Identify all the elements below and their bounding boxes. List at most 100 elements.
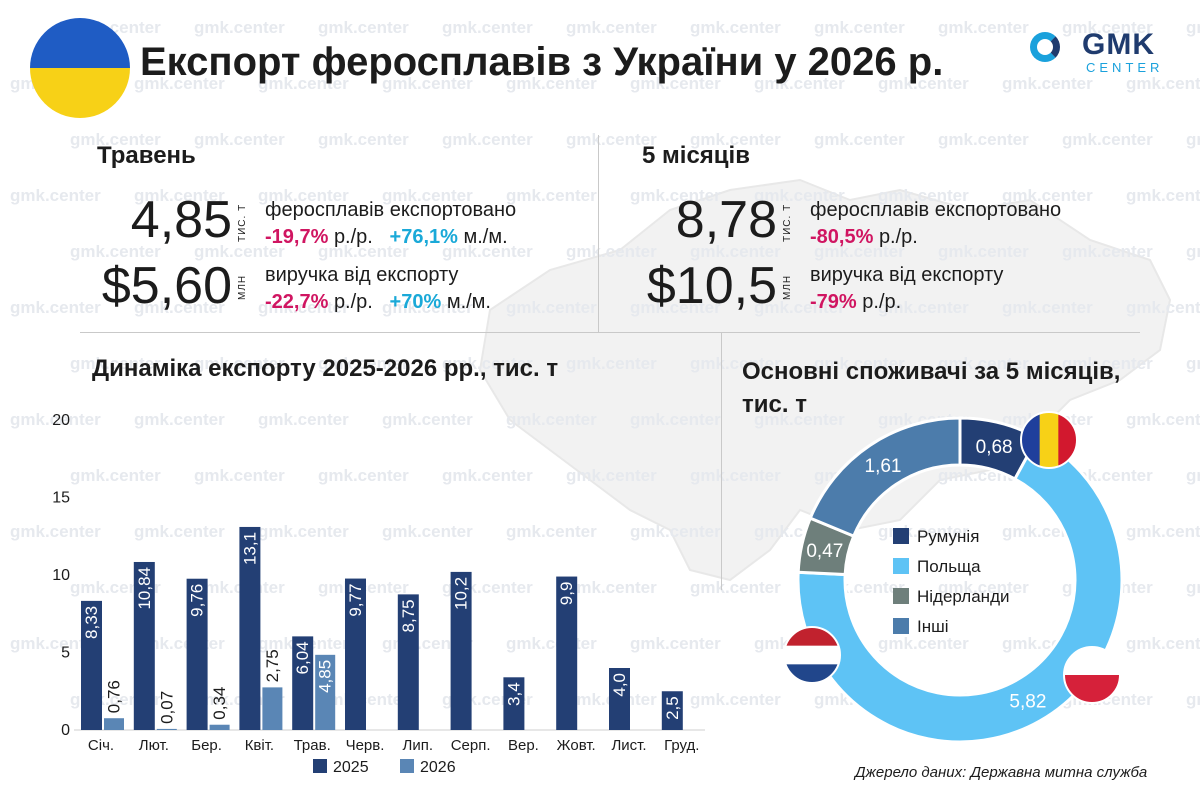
watermark-text: gmk.center bbox=[134, 74, 225, 93]
watermark-text: gmk.center bbox=[194, 466, 285, 485]
watermark-text: gmk.center bbox=[566, 466, 657, 485]
watermark-text: gmk.center bbox=[442, 130, 533, 149]
watermark-text: gmk.center bbox=[70, 466, 161, 485]
watermark-text: gmk.center bbox=[258, 410, 349, 429]
watermark-text: gmk.center bbox=[70, 242, 161, 261]
source-note: Джерело даних: Державна митна служба bbox=[855, 764, 1148, 781]
bar-2025-label: 4,0 bbox=[610, 673, 629, 697]
donut-legend-swatch bbox=[893, 588, 909, 604]
watermark-text: gmk.center bbox=[194, 130, 285, 149]
five-months-revenue-desc: виручка від експорту bbox=[810, 264, 1004, 286]
watermark-text: gmk.center bbox=[1062, 354, 1153, 373]
bar-2025-label: 3,4 bbox=[504, 682, 523, 706]
x-tick-label: Трав. bbox=[294, 737, 331, 754]
donut-legend-label: Румунія bbox=[917, 527, 979, 546]
watermark-text: gmk.center bbox=[690, 466, 781, 485]
x-tick-label: Січ. bbox=[88, 737, 114, 754]
watermark-text: gmk.center bbox=[318, 354, 409, 373]
may-volume-changes: -19,7% р./р. +76,1% м./м. bbox=[265, 226, 508, 249]
page-title: Експорт феросплавів з України у 2026 р. bbox=[140, 40, 944, 84]
top-section-divider bbox=[598, 135, 599, 332]
watermark-text: gmk.center bbox=[70, 130, 161, 149]
watermark-text: gmk.center bbox=[878, 74, 969, 93]
watermark-text: gmk.center bbox=[814, 242, 905, 261]
watermark-text: gmk.center bbox=[1126, 186, 1200, 205]
may-title: Травень bbox=[97, 142, 196, 169]
five-months-volume-desc: феросплавів експортовано bbox=[810, 199, 1062, 221]
romania-flag-icon bbox=[1020, 411, 1078, 469]
watermark-text: gmk.center bbox=[442, 466, 533, 485]
watermark-text: gmk.center bbox=[506, 522, 597, 541]
watermark-text: gmk.center bbox=[10, 186, 101, 205]
bar-2026-label: 4,85 bbox=[316, 660, 335, 693]
watermark-text: gmk.center bbox=[938, 18, 1029, 37]
bar-2026 bbox=[315, 654, 336, 730]
watermark-text: gmk.center bbox=[878, 186, 969, 205]
watermark-text: gmk.center bbox=[1062, 242, 1153, 261]
watermark-text: gmk.center bbox=[382, 298, 473, 317]
watermark-text: gmk.center bbox=[10, 410, 101, 429]
watermark-text: gmk.center bbox=[938, 242, 1029, 261]
watermark-text: gmk.center bbox=[814, 354, 905, 373]
watermark-text: gmk.center bbox=[1186, 578, 1200, 597]
watermark-text: gmk.center bbox=[630, 298, 721, 317]
may-volume-desc: феросплавів експортовано bbox=[265, 199, 517, 221]
watermark-text: gmk.center bbox=[1062, 18, 1153, 37]
logo-main-text: GMK bbox=[1082, 28, 1155, 61]
may-volume-unit: ТИС. Т bbox=[237, 203, 248, 242]
may-revenue-changes: -22,7% р./р. +70% м./м. bbox=[265, 291, 491, 314]
ukraine-flag-icon bbox=[30, 18, 130, 118]
watermark-text: gmk.center bbox=[690, 690, 781, 709]
bottom-section-divider bbox=[721, 332, 722, 590]
watermark-text: gmk.center bbox=[382, 410, 473, 429]
watermark-text: gmk.center bbox=[1186, 354, 1200, 373]
may-volume-yoy-suffix: р./р. bbox=[333, 226, 373, 248]
x-tick-label: Черв. bbox=[346, 737, 385, 754]
watermark-text: gmk.center bbox=[1186, 130, 1200, 149]
five-months-volume-changes: -80,5% р./р. bbox=[810, 226, 918, 249]
may-volume-mom: +76,1% bbox=[389, 226, 458, 248]
donut-chart: 0,68 5,82 0,47 1,61 Румунія Польща Нідерланди І… bbox=[783, 411, 1124, 744]
five-months-volume-value: 8,78 bbox=[675, 191, 777, 249]
donut-legend-label: Інші bbox=[917, 617, 949, 636]
bar-2026 bbox=[104, 718, 124, 730]
watermark-text: gmk.center bbox=[566, 18, 657, 37]
five-months-volume-yoy-suffix: р./р. bbox=[878, 226, 918, 248]
bar-2025 bbox=[609, 668, 630, 730]
watermark-text: gmk.center bbox=[1126, 410, 1200, 429]
watermark-text: gmk.center bbox=[938, 130, 1029, 149]
watermark-text: gmk.center bbox=[754, 186, 845, 205]
five-months-revenue-changes: -79% р./р. bbox=[810, 291, 901, 314]
watermark-text: gmk.center bbox=[194, 18, 285, 37]
donut-legend-swatch bbox=[893, 558, 909, 574]
five-months-volume-unit: ТИС. Т bbox=[782, 203, 793, 242]
watermark-text: gmk.center bbox=[442, 18, 533, 37]
watermark-text: gmk.center bbox=[382, 186, 473, 205]
bar-2025-label: 10,2 bbox=[452, 577, 471, 610]
x-tick-label: Жовт. bbox=[557, 737, 596, 754]
watermark-text: gmk.center bbox=[690, 354, 781, 373]
watermark-text: gmk.center bbox=[878, 298, 969, 317]
watermark-text: gmk.center bbox=[1186, 466, 1200, 485]
bar-chart: 0 5 10 15 20 Січ. 8,33 0,76 Лют. 10,84 0,07 Бер. 9,7… bbox=[52, 412, 705, 754]
x-tick-label: Лип. bbox=[403, 737, 434, 754]
watermark-text: gmk.center bbox=[1062, 130, 1153, 149]
watermark-text: gmk.center bbox=[382, 522, 473, 541]
legend-2026-label: 2026 bbox=[420, 759, 456, 776]
watermark-text: gmk.center bbox=[754, 410, 845, 429]
legend-2025-swatch bbox=[313, 759, 327, 773]
watermark-text: gmk.center bbox=[134, 410, 225, 429]
watermark-text: gmk.center bbox=[754, 74, 845, 93]
donut-slice-label: 1,61 bbox=[865, 456, 902, 477]
donut-legend-swatch bbox=[893, 528, 909, 544]
bar-2026-label: 0,76 bbox=[105, 680, 124, 713]
bar-2025-label: 9,9 bbox=[557, 582, 576, 606]
may-volume-yoy: -19,7% bbox=[265, 226, 329, 248]
watermark-text: gmk.center bbox=[878, 634, 969, 653]
may-revenue-mom-suffix: м./м. bbox=[446, 291, 491, 313]
top-bottom-divider bbox=[80, 332, 1140, 333]
watermark-text: gmk.center bbox=[442, 354, 533, 373]
watermark-text: gmk.center bbox=[690, 578, 781, 597]
may-revenue-unit: МЛН bbox=[237, 274, 248, 300]
